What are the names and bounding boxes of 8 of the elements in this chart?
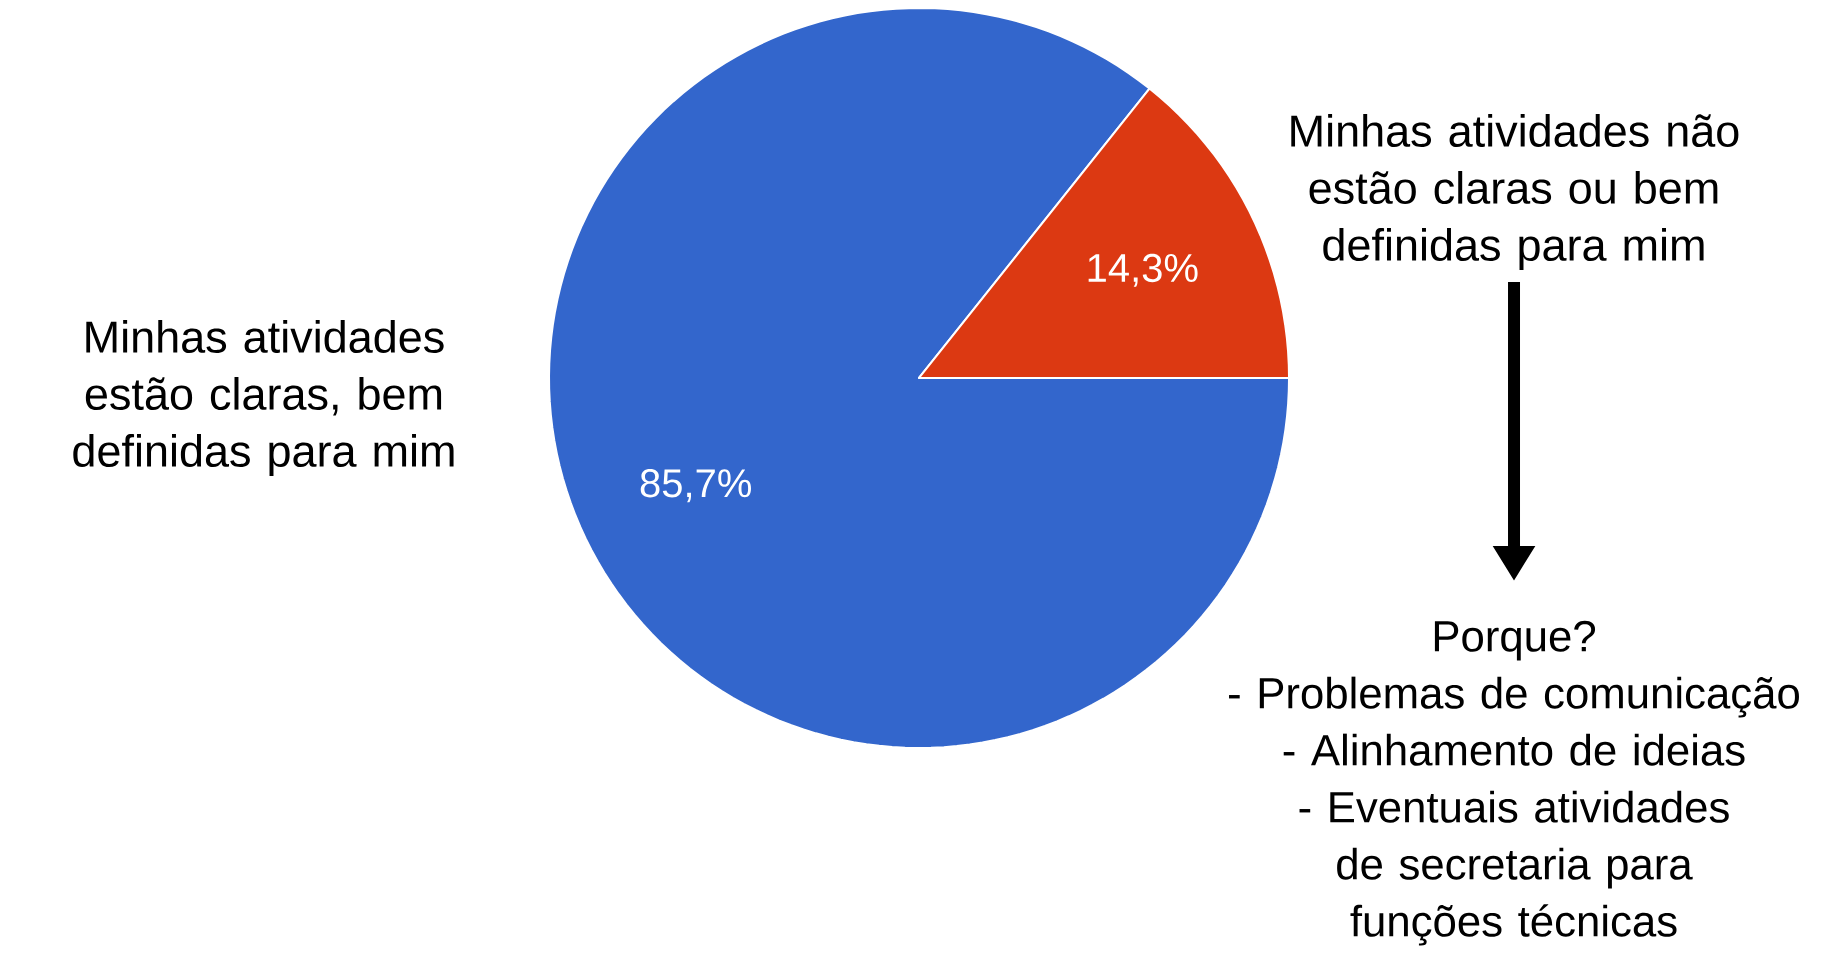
slice-label: Minhas atividades não estão claras ou bem definidas para mim <box>1291 113 1739 270</box>
text: - Alinhamento de ideias <box>1283 733 1745 766</box>
text: Porque? <box>1434 620 1596 661</box>
slice-label: Minhas atividades estão claras, bem definidas para mim <box>73 319 454 476</box>
text: - Problemas de comunicação <box>1229 676 1799 718</box>
data-label: 85,7% <box>640 469 751 503</box>
text: - Eventuais atividades de secretaria para funções técnicas <box>1299 790 1729 946</box>
data-label: 14,3% <box>1088 253 1198 287</box>
